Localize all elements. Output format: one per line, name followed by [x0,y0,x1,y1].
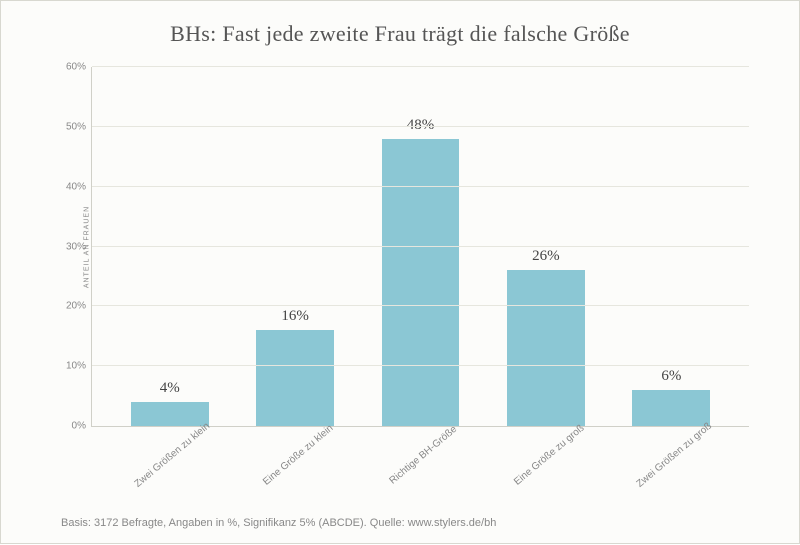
bar-group: 16% [232,67,357,426]
y-tick-label: 20% [54,301,86,312]
bar-value-label: 4% [160,380,180,397]
x-axis-labels: Zwei Größen zu kleinEine Größe zu kleinR… [91,433,749,503]
y-tick-label: 10% [54,361,86,372]
gridline [92,305,749,306]
bars-region: 4% 16% 48% 26% 6% [92,67,749,426]
plot-wrapper: ANTEIL AN FRAUEN 4%16%48%26%6% 0%10%20%3… [91,67,749,427]
bar-group: 6% [609,67,734,426]
gridline [92,186,749,187]
bar [632,390,710,426]
bar-group: 26% [483,67,608,426]
bar [256,330,334,426]
gridline [92,66,749,67]
y-tick-label: 60% [54,62,86,73]
gridline [92,126,749,127]
x-tick-label: Zwei Größen zu groß [623,411,764,545]
y-tick-label: 0% [54,421,86,432]
y-tick-label: 40% [54,181,86,192]
y-tick-label: 50% [54,121,86,132]
bar [131,402,209,426]
bar [382,139,460,426]
plot-area: 4%16%48%26%6% 0%10%20%30%40%50%60% [91,67,749,427]
bar-group: 4% [107,67,232,426]
bar-value-label: 26% [532,248,560,265]
bar-group: 48% [358,67,483,426]
bar-value-label: 6% [661,368,681,385]
gridline [92,365,749,366]
x-tick-label: Eine Größe zu groß [497,411,638,545]
chart-footnote: Basis: 3172 Befragte, Angaben in %, Sign… [61,517,496,529]
y-tick-label: 30% [54,241,86,252]
gridline [92,246,749,247]
bar-value-label: 16% [281,308,309,325]
bar [507,270,585,426]
chart-title: BHs: Fast jede zweite Frau trägt die fal… [31,21,769,47]
chart-container: BHs: Fast jede zweite Frau trägt die fal… [0,0,800,544]
